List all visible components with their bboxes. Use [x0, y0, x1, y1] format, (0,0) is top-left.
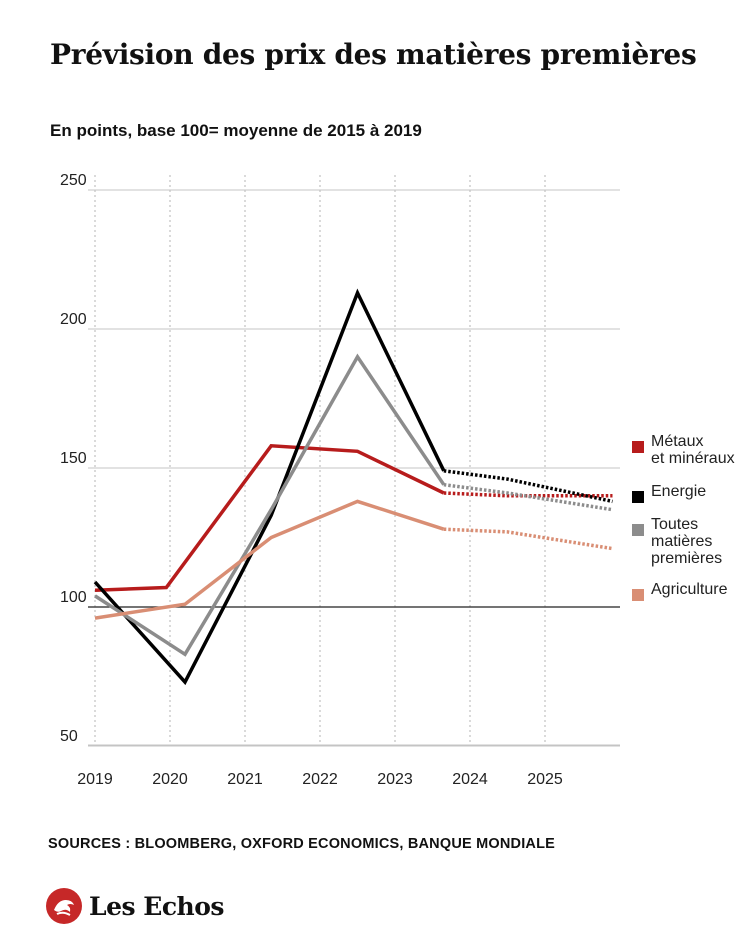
y-tick-label: 200	[60, 311, 87, 328]
legend-label: Métaux et minéraux	[651, 433, 735, 467]
series-energie-line	[93, 288, 446, 686]
legend-item: Toutes matières premières	[632, 516, 746, 567]
series-toutes-forecast-line	[443, 482, 613, 512]
series-agriculture-forecast-line	[443, 527, 613, 551]
legend-label: Toutes matières premières	[651, 516, 723, 567]
series-energie-forecast-line	[443, 469, 613, 504]
legend-item: Métaux et minéraux	[632, 433, 746, 467]
legend-label: Agriculture	[651, 581, 728, 598]
x-tick-label: 2024	[452, 771, 488, 788]
chart-title: Prévision des prix des matières première…	[50, 38, 697, 71]
series-metaux-line	[94, 443, 445, 593]
x-tick-label: 2025	[527, 771, 563, 788]
series-agriculture-line	[94, 499, 445, 620]
legend-swatch	[632, 524, 644, 536]
legend-item: Agriculture	[632, 581, 746, 601]
brand-name: Les Echos	[89, 891, 224, 921]
legend-swatch	[632, 491, 644, 503]
series-toutes-line	[94, 353, 446, 657]
x-tick-label: 2023	[377, 771, 413, 788]
y-tick-label: 250	[60, 172, 87, 189]
x-tick-label: 2019	[77, 771, 113, 788]
legend-swatch	[632, 589, 644, 601]
line-chart: 2019 2020 2021 2022 2023 2024 2025 50 100 150 200 2…	[60, 172, 620, 788]
chart-subtitle: En points, base 100= moyenne de 2015 à 2…	[50, 121, 422, 140]
brand-logo: Les Echos	[46, 888, 224, 924]
series-metaux-forecast-line	[443, 491, 613, 498]
legend-swatch	[632, 441, 644, 453]
x-tick-label: 2021	[227, 771, 263, 788]
y-tick-label: 150	[60, 450, 87, 467]
brand-emblem-icon	[46, 888, 82, 924]
legend-label: Energie	[651, 483, 707, 500]
sources-note: SOURCES : BLOOMBERG, OXFORD ECONOMICS, B…	[48, 836, 556, 852]
x-tick-label: 2022	[302, 771, 338, 788]
x-tick-label: 2020	[152, 771, 188, 788]
legend-item: Energie	[632, 483, 746, 503]
y-tick-label: 100	[60, 589, 87, 606]
y-tick-label: 50	[60, 728, 78, 745]
